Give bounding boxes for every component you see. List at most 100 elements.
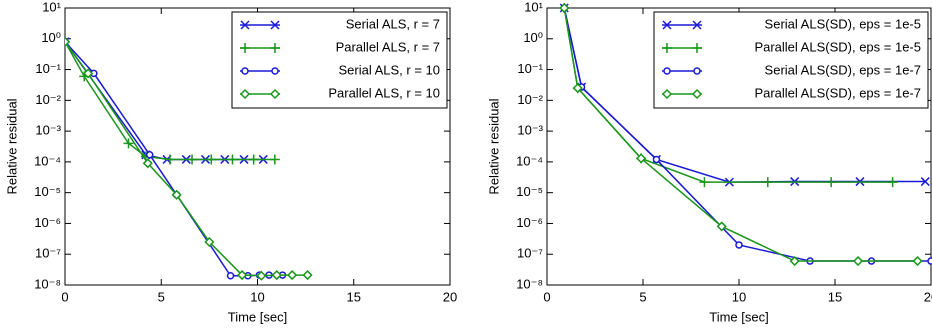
marker [142, 158, 153, 169]
y-tick-label: 10⁻⁸ [516, 276, 543, 291]
marker [240, 43, 250, 53]
marker [927, 257, 932, 265]
marker [692, 43, 702, 53]
y-tick-label: 10⁻⁸ [34, 276, 61, 291]
legend-box [231, 11, 448, 109]
y-tick-label: 10⁻¹ [35, 61, 61, 76]
marker [699, 177, 710, 188]
marker [735, 241, 743, 249]
x-axis-label: Time [sec] [228, 309, 287, 324]
marker [287, 270, 298, 281]
chart: 0 5 10 15 20 10⁻⁸ 10⁻⁷ 10⁻⁶ 10⁻⁵ 10⁻⁴ 10⁻³ 10⁻² 10⁻¹… [486, 0, 932, 324]
x-tick-label: 10 [732, 289, 746, 304]
chart: 0 5 10 15 20 10⁻⁸ 10⁻⁷ 10⁻⁶ 10⁻⁵ 10⁻⁴ 10⁻³ 10⁻² 10⁻¹… [4, 0, 457, 324]
x-tick-label: 20 [443, 289, 457, 304]
marker [920, 177, 930, 187]
marker [237, 270, 248, 281]
marker [123, 138, 134, 149]
y-tick-label: 10⁻⁵ [516, 184, 543, 199]
x-tick-label: 15 [828, 289, 842, 304]
marker [204, 236, 215, 248]
y-tick-label: 10⁻³ [517, 123, 543, 138]
legend-label: Parallel ALS(SD), eps = 1e-7 [754, 85, 921, 100]
marker [206, 154, 217, 165]
marker [270, 43, 280, 53]
y-tick-label: 10¹ [42, 0, 61, 14]
y-tick-label: 10⁻⁵ [34, 184, 61, 199]
y-tick-label: 10⁻⁴ [516, 153, 543, 168]
marker [912, 255, 923, 267]
marker [227, 154, 238, 165]
legend-label: Parallel ALS(SD), eps = 1e-5 [754, 39, 921, 54]
marker [852, 255, 864, 267]
y-tick-label: 10⁻³ [35, 123, 61, 138]
x-axis-label: Time [sec] [709, 309, 768, 324]
marker [663, 67, 671, 75]
marker [302, 270, 313, 281]
marker [661, 88, 673, 100]
y-tick-label: 10⁰ [523, 30, 543, 45]
marker [226, 271, 235, 280]
y-axis-label: Relative residual [4, 98, 19, 194]
marker [691, 88, 703, 100]
x-tick-label: 15 [347, 289, 361, 304]
marker [270, 20, 280, 30]
legend: Serial ALS(SD), eps = 1e-5 Parallel ALS(S… [653, 11, 929, 109]
marker [826, 177, 837, 188]
y-tick-label: 10⁻⁶ [516, 215, 543, 230]
marker [692, 20, 702, 30]
plot-frame [64, 7, 451, 286]
x-tick-label: 0 [61, 289, 68, 304]
marker [164, 154, 175, 165]
marker [789, 255, 800, 267]
marker [559, 2, 570, 14]
marker [693, 67, 701, 75]
marker [662, 43, 672, 53]
marker [241, 67, 249, 75]
plot-area [65, 36, 313, 281]
y-axis-label: Relative residual [486, 98, 501, 194]
marker [248, 154, 259, 165]
x-tick-label: 20 [924, 289, 932, 304]
series-line [65, 41, 275, 161]
marker [652, 155, 661, 164]
y-tick-label: 10⁻⁶ [34, 215, 61, 230]
x-tick-label: 5 [158, 289, 165, 304]
marker [716, 221, 727, 232]
marker [887, 177, 898, 188]
marker [65, 36, 71, 47]
marker [171, 189, 182, 200]
marker [256, 270, 267, 281]
x-tick-label: 0 [543, 289, 550, 304]
x-tick-label: 10 [250, 289, 264, 304]
marker [269, 154, 280, 165]
y-tick-label: 10⁰ [41, 30, 61, 45]
legend-label: Serial ALS, r = 10 [338, 62, 440, 77]
x-tick-label: 5 [639, 289, 646, 304]
series-line [65, 41, 308, 277]
y-tick-label: 10⁻² [517, 92, 543, 107]
y-tick-label: 10¹ [524, 0, 543, 14]
plot-area [559, 2, 932, 267]
legend-label: Parallel ALS, r = 7 [336, 39, 440, 54]
y-tick-label: 10⁻² [35, 92, 61, 107]
y-tick-label: 10⁻⁷ [517, 246, 543, 261]
marker [240, 20, 250, 30]
marker [636, 153, 647, 164]
marker [269, 88, 281, 100]
marker [271, 270, 282, 281]
marker [83, 68, 94, 79]
plot-frame [546, 7, 932, 286]
legend-label: Serial ALS(SD), eps = 1e-7 [765, 62, 921, 77]
marker [762, 177, 773, 188]
marker [239, 88, 251, 100]
marker [187, 154, 198, 165]
legend-label: Serial ALS, r = 7 [346, 16, 440, 31]
y-tick-label: 10⁻¹ [517, 61, 543, 76]
legend-label: Serial ALS(SD), eps = 1e-5 [765, 16, 921, 31]
marker [271, 67, 279, 75]
y-tick-label: 10⁻⁷ [35, 246, 61, 261]
legend: Serial ALS, r = 7 Parallel ALS, r = 7 Seri… [231, 11, 448, 109]
marker [662, 20, 672, 30]
